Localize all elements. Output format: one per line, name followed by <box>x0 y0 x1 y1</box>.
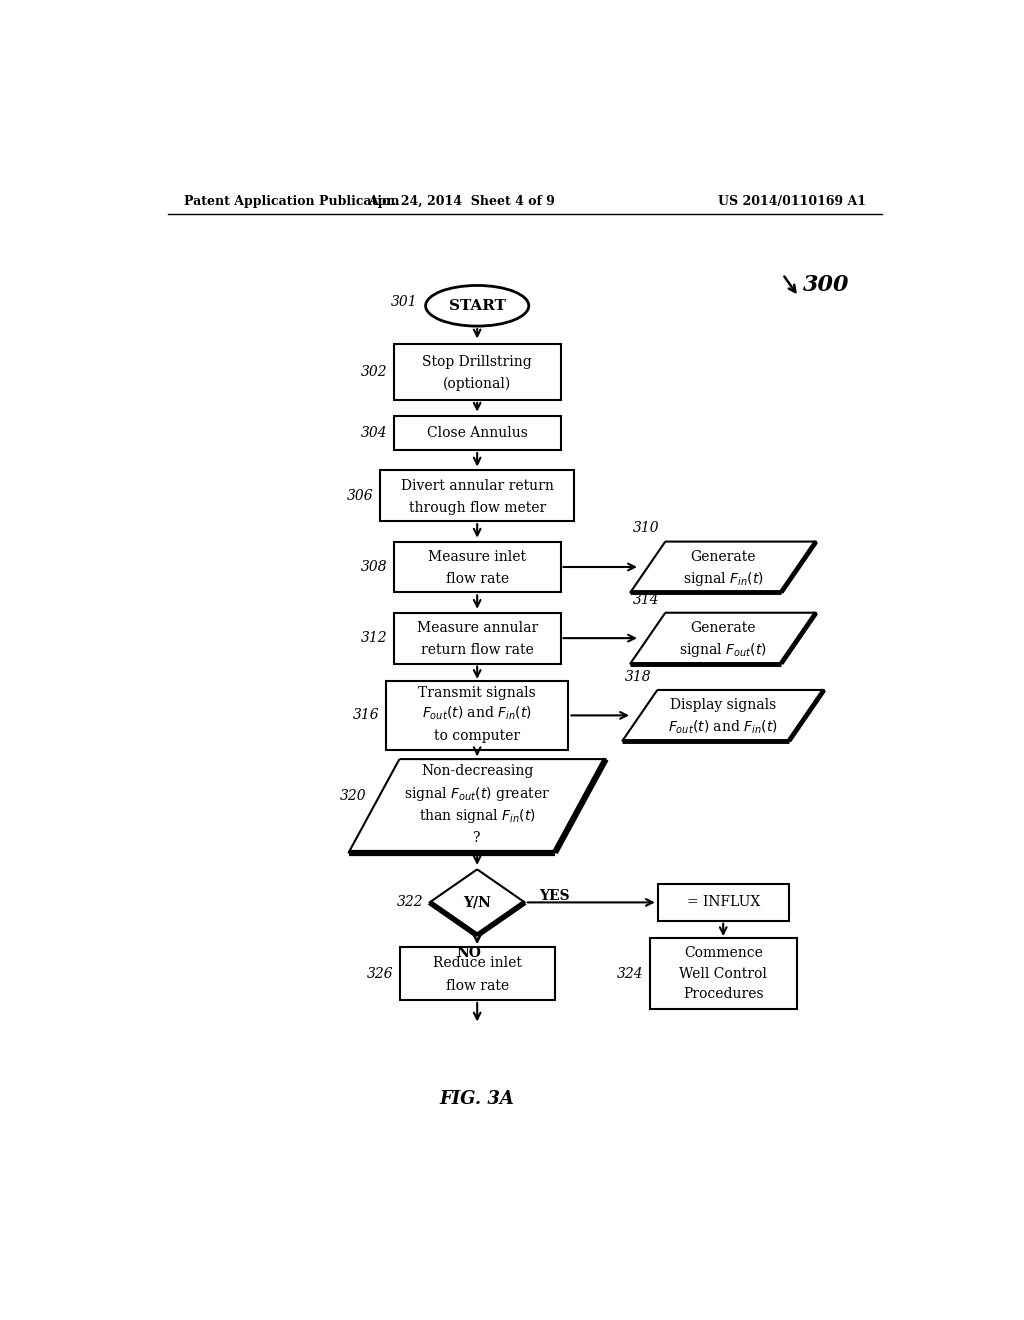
Text: Stop Drillstring: Stop Drillstring <box>422 355 532 368</box>
Text: through flow meter: through flow meter <box>409 502 546 515</box>
Text: Commence: Commence <box>684 946 763 960</box>
Text: START: START <box>449 298 506 313</box>
Text: 312: 312 <box>360 631 387 645</box>
Text: NO: NO <box>457 945 481 960</box>
Text: $F_{out}(t)$ and $F_{in}(t)$: $F_{out}(t)$ and $F_{in}(t)$ <box>422 705 532 722</box>
Text: 316: 316 <box>353 709 380 722</box>
Text: = INFLUX: = INFLUX <box>686 895 760 909</box>
Text: 302: 302 <box>360 364 387 379</box>
Text: return flow rate: return flow rate <box>421 643 534 657</box>
Text: than signal $F_{in}(t)$: than signal $F_{in}(t)$ <box>419 807 536 825</box>
Text: 310: 310 <box>633 521 659 536</box>
Text: 306: 306 <box>347 488 374 503</box>
Text: 304: 304 <box>360 426 387 440</box>
Text: Close Annulus: Close Annulus <box>427 426 527 440</box>
Text: signal $F_{in}(t)$: signal $F_{in}(t)$ <box>683 570 764 589</box>
Text: 318: 318 <box>625 669 652 684</box>
Text: ?: ? <box>473 832 481 845</box>
Text: Divert annular return: Divert annular return <box>400 479 554 492</box>
Text: (optional): (optional) <box>443 376 511 391</box>
Text: Y/N: Y/N <box>463 895 492 909</box>
Text: Apr. 24, 2014  Sheet 4 of 9: Apr. 24, 2014 Sheet 4 of 9 <box>368 194 555 207</box>
Text: Display signals: Display signals <box>670 698 776 713</box>
Text: signal $F_{out}(t)$: signal $F_{out}(t)$ <box>679 642 767 659</box>
Text: 320: 320 <box>339 788 367 803</box>
Text: 300: 300 <box>803 275 849 297</box>
Text: FIG. 3A: FIG. 3A <box>439 1089 515 1107</box>
Text: Well Control: Well Control <box>679 966 767 981</box>
Text: Non-decreasing: Non-decreasing <box>421 764 534 779</box>
Text: signal $F_{out}(t)$ greater: signal $F_{out}(t)$ greater <box>404 784 550 803</box>
Text: 324: 324 <box>616 966 643 981</box>
Text: 301: 301 <box>391 294 418 309</box>
Text: Generate: Generate <box>690 550 756 564</box>
Text: US 2014/0110169 A1: US 2014/0110169 A1 <box>718 194 866 207</box>
Text: Reduce inlet: Reduce inlet <box>433 957 521 970</box>
Text: Patent Application Publication: Patent Application Publication <box>183 194 399 207</box>
Text: Measure inlet: Measure inlet <box>428 550 526 564</box>
Text: Procedures: Procedures <box>683 987 764 1001</box>
Text: to computer: to computer <box>434 729 520 743</box>
Text: flow rate: flow rate <box>445 978 509 993</box>
Text: 326: 326 <box>367 966 393 981</box>
Text: Measure annular: Measure annular <box>417 620 538 635</box>
Text: Transmit signals: Transmit signals <box>419 686 536 700</box>
Text: YES: YES <box>539 890 569 903</box>
Text: flow rate: flow rate <box>445 572 509 586</box>
Text: 308: 308 <box>360 560 387 574</box>
Text: 314: 314 <box>633 593 659 606</box>
Text: Generate: Generate <box>690 620 756 635</box>
Text: 322: 322 <box>396 895 423 909</box>
Text: $F_{out}(t)$ and $F_{in}(t)$: $F_{out}(t)$ and $F_{in}(t)$ <box>669 719 778 737</box>
